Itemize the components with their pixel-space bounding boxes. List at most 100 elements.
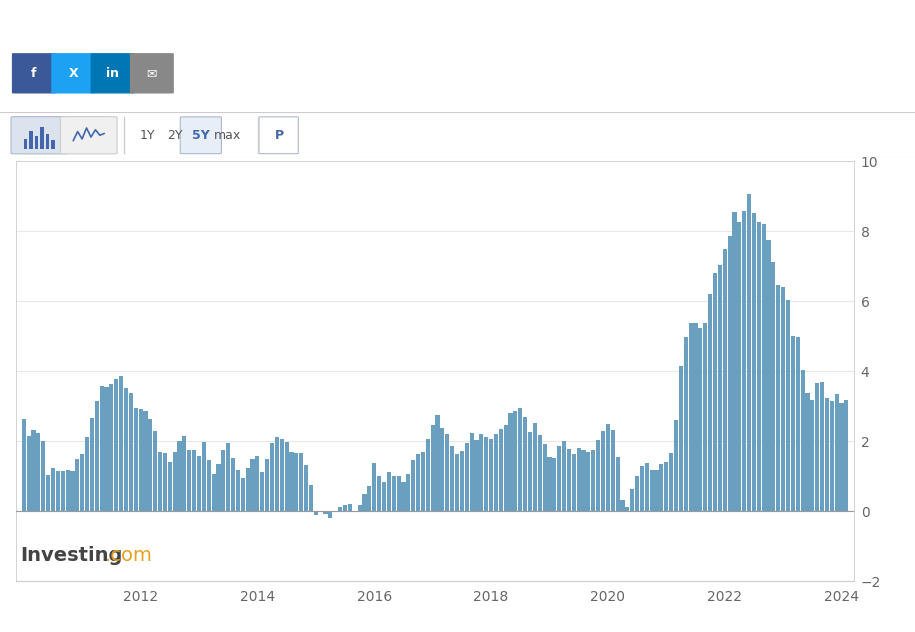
Bar <box>339 507 342 511</box>
Bar <box>591 450 596 511</box>
Bar <box>553 458 556 511</box>
FancyBboxPatch shape <box>51 53 95 94</box>
Bar <box>654 470 659 511</box>
Bar <box>694 324 697 511</box>
Bar <box>576 448 581 511</box>
Bar <box>474 440 479 511</box>
Bar <box>226 443 231 511</box>
Bar <box>820 382 824 511</box>
Bar <box>845 400 848 511</box>
Bar <box>362 494 367 511</box>
Bar <box>518 408 522 511</box>
Text: 2Y: 2Y <box>167 129 182 142</box>
Bar <box>29 131 33 149</box>
Bar <box>723 250 727 511</box>
Bar <box>596 440 600 511</box>
Bar <box>479 434 483 511</box>
Bar <box>538 435 542 511</box>
Bar <box>100 386 103 511</box>
Bar <box>295 453 298 511</box>
Bar <box>562 441 566 511</box>
FancyBboxPatch shape <box>130 53 174 94</box>
Text: f: f <box>31 67 37 80</box>
Bar <box>523 417 527 511</box>
Text: P: P <box>274 129 284 142</box>
Bar <box>567 449 571 511</box>
FancyBboxPatch shape <box>60 116 117 154</box>
Bar <box>367 486 371 511</box>
Text: X: X <box>69 67 78 80</box>
FancyBboxPatch shape <box>180 117 221 154</box>
Bar <box>742 211 747 511</box>
Bar <box>27 437 31 511</box>
Bar <box>37 433 40 511</box>
Bar <box>56 471 59 511</box>
Bar <box>543 444 546 511</box>
Bar <box>717 265 722 511</box>
Bar <box>440 428 445 511</box>
Bar <box>265 458 269 511</box>
Bar <box>382 482 386 511</box>
Bar <box>31 430 36 511</box>
Bar <box>503 425 508 511</box>
Bar <box>343 506 347 511</box>
Bar <box>509 413 512 511</box>
Bar <box>90 418 94 511</box>
Bar <box>830 401 834 511</box>
Bar <box>40 127 44 149</box>
Bar <box>328 511 332 518</box>
Bar <box>270 443 274 511</box>
Bar <box>192 451 196 511</box>
Bar <box>182 435 187 511</box>
Bar <box>459 451 464 511</box>
Bar <box>450 446 454 511</box>
Bar <box>425 439 430 511</box>
Bar <box>144 411 147 511</box>
Bar <box>572 454 576 511</box>
Text: 5Y: 5Y <box>191 129 210 142</box>
Bar <box>372 463 376 511</box>
Bar <box>124 388 128 511</box>
Bar <box>645 463 649 511</box>
Bar <box>66 470 70 511</box>
FancyBboxPatch shape <box>91 53 135 94</box>
Bar <box>255 456 260 511</box>
Bar <box>801 370 804 511</box>
Bar <box>601 431 605 511</box>
Bar <box>610 430 615 511</box>
Bar <box>630 489 634 511</box>
Bar <box>436 415 439 511</box>
Bar <box>703 322 707 511</box>
Bar <box>46 135 49 149</box>
Bar <box>689 322 693 511</box>
Bar <box>581 450 586 511</box>
Bar <box>752 213 756 511</box>
Bar <box>396 476 401 511</box>
Bar <box>217 464 221 511</box>
Bar <box>358 506 361 511</box>
Bar <box>698 327 703 511</box>
Bar <box>304 465 308 511</box>
Bar <box>421 453 425 511</box>
Bar <box>95 401 99 511</box>
Bar <box>620 500 625 511</box>
Bar <box>251 459 254 511</box>
Bar <box>289 452 294 511</box>
Bar <box>757 222 761 511</box>
Text: ✉: ✉ <box>146 67 157 80</box>
Bar <box>377 476 382 511</box>
Bar <box>163 453 167 511</box>
Bar <box>679 366 683 511</box>
Bar <box>51 140 55 149</box>
Bar <box>465 444 468 511</box>
Bar <box>469 434 474 511</box>
Bar <box>811 400 814 511</box>
Bar <box>660 464 663 511</box>
Bar <box>41 441 46 511</box>
Bar <box>713 273 717 511</box>
Bar <box>494 434 498 511</box>
Bar <box>446 434 449 511</box>
Bar <box>104 387 109 511</box>
Bar <box>309 485 313 511</box>
Bar <box>737 222 741 511</box>
